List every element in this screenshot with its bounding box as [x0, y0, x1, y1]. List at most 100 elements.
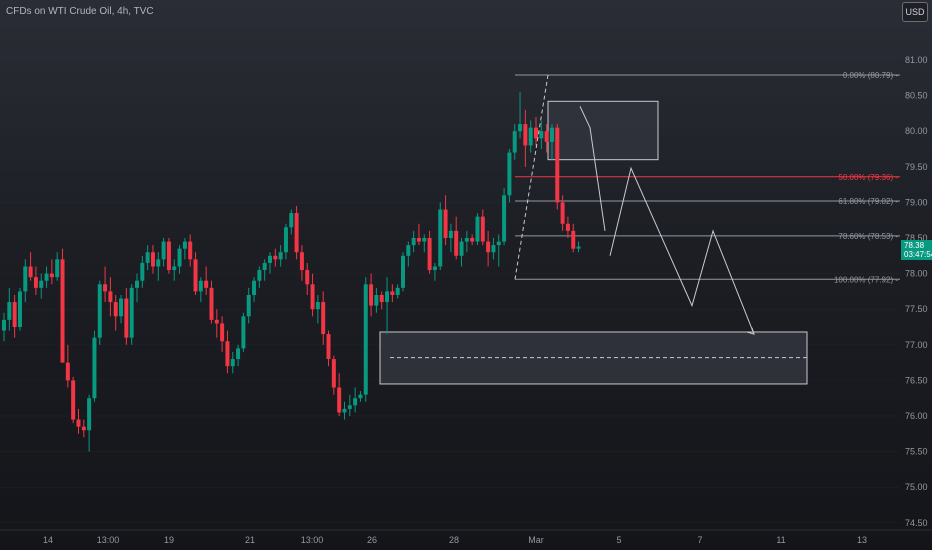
candle-body — [241, 316, 246, 349]
candle — [470, 234, 475, 246]
candle — [145, 245, 150, 271]
candle — [534, 116, 538, 146]
candle-body — [129, 287, 134, 338]
candle — [502, 188, 507, 246]
candle — [443, 195, 448, 246]
fib-level-label: 0.00% (80.79) - — [843, 71, 898, 80]
candle-body — [549, 127, 554, 142]
candle-body — [321, 302, 326, 335]
candle — [486, 230, 491, 267]
candle — [262, 259, 267, 281]
candle — [294, 205, 299, 260]
candle — [374, 287, 379, 313]
candle — [236, 344, 241, 367]
candle-body — [294, 213, 299, 253]
fib-level-label: 100.00% (77.92) - — [834, 275, 898, 284]
candle-body — [17, 291, 22, 327]
candle — [113, 294, 118, 331]
time-tick-label: 28 — [449, 535, 459, 545]
candle — [454, 216, 459, 260]
fib-level-label: 50.00% (79.36) - — [838, 173, 898, 182]
candle-body — [257, 270, 262, 281]
candle — [273, 248, 278, 267]
candle-body — [315, 302, 320, 310]
candle — [135, 273, 139, 303]
candle — [347, 394, 352, 416]
candle-body — [507, 152, 512, 196]
candle — [459, 238, 464, 267]
candle-body — [379, 294, 384, 303]
candle-body — [135, 280, 139, 288]
candle-body — [289, 213, 294, 228]
projection-arrowhead — [746, 327, 755, 335]
time-tick-label: 11 — [776, 535, 785, 545]
candle — [81, 419, 86, 438]
candle — [246, 287, 251, 324]
candle-body — [188, 241, 193, 260]
candle — [119, 294, 124, 324]
candle-body — [491, 245, 496, 253]
candle-body — [177, 248, 182, 267]
candle-body — [55, 259, 60, 278]
candle — [198, 277, 203, 303]
time-tick-label: 21 — [245, 535, 255, 545]
currency-button[interactable]: USD — [902, 2, 928, 22]
candle-body — [422, 238, 427, 242]
candle — [71, 376, 76, 424]
candle — [97, 280, 102, 345]
time-axis: 14 13:00 19 21 13:00 26 28 Mar 5 7 11 13 — [0, 529, 932, 545]
candle-body — [108, 291, 113, 303]
candle-body — [555, 127, 560, 203]
candle — [401, 252, 405, 292]
candle-body — [182, 241, 187, 249]
candle — [44, 266, 49, 288]
price-tick-label: 74.50 — [905, 518, 928, 528]
time-tick-label: 13:00 — [97, 535, 120, 545]
price-tick-label: 75.50 — [905, 447, 928, 457]
candle — [512, 124, 517, 160]
price-tick-label: 76.00 — [905, 411, 928, 421]
projected-path-line — [609, 166, 755, 335]
candle-body — [214, 319, 219, 324]
candle — [480, 209, 485, 246]
candle-body — [385, 291, 390, 303]
candle — [278, 245, 283, 267]
candle — [507, 149, 512, 203]
candle — [369, 273, 374, 317]
candle-body — [326, 334, 331, 360]
candle-body — [496, 241, 501, 246]
symbol-title: CFDs on WTI Crude Oil, 4h, TVC — [6, 6, 154, 17]
price-tick-label: 77.50 — [905, 304, 928, 314]
candle-body — [353, 398, 358, 406]
price-tick-label: 77.00 — [905, 340, 928, 350]
time-tick-label: 5 — [616, 535, 621, 545]
candle — [544, 124, 549, 153]
candle-body — [432, 266, 437, 271]
candle — [49, 259, 54, 285]
candle — [87, 394, 92, 452]
candle — [315, 294, 320, 324]
candle — [129, 284, 134, 345]
candle — [555, 124, 560, 210]
time-tick-label: 7 — [697, 535, 702, 545]
candle-body — [534, 127, 538, 139]
price-tick-label: 79.00 — [905, 197, 928, 207]
candle — [220, 316, 225, 352]
candle-body — [225, 341, 230, 367]
candle-body — [438, 209, 443, 267]
fib-level-label: 61.80% (79.02) - — [838, 197, 898, 206]
candle — [363, 277, 368, 402]
candle-body — [7, 302, 12, 320]
candle-body — [448, 230, 453, 238]
candle-body — [246, 294, 251, 317]
candle — [385, 277, 390, 335]
time-tick-label: 14 — [43, 535, 53, 545]
candle-body — [236, 348, 241, 360]
candle — [326, 330, 331, 367]
candle-body — [406, 245, 411, 256]
candle — [571, 223, 576, 253]
candle — [225, 330, 230, 374]
candle-body — [480, 216, 485, 242]
candle-body — [268, 255, 272, 263]
